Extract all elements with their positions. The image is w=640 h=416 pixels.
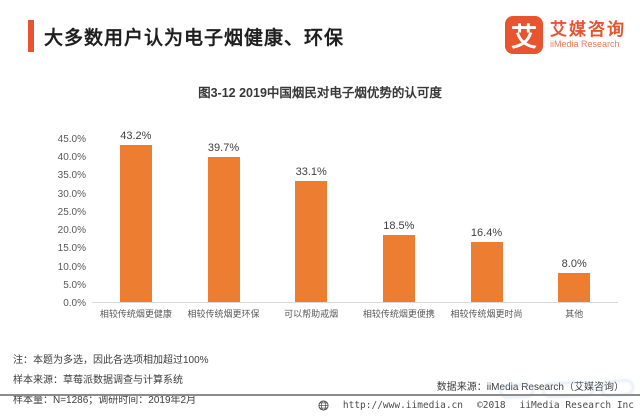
y-tick-label: 20.0% [57, 225, 86, 237]
y-tick-label: 45.0% [57, 134, 86, 145]
brand-logo: 艾 艾媒咨询 iiMedia Research [505, 16, 626, 54]
x-category-label: 相较传统烟更环保 [187, 309, 260, 319]
bar-column: 8.0% [530, 258, 618, 302]
accent-bar [28, 20, 34, 52]
x-category-label: 相较传统烟更便携 [362, 309, 435, 319]
bar [207, 157, 240, 302]
brand-logo-text: 艾媒咨询 iiMedia Research [550, 20, 626, 50]
data-source: 数据来源：iiMedia Research（艾媒咨询） [436, 382, 624, 393]
bar-column: 39.7% [180, 142, 268, 302]
bar-value-label: 16.4% [470, 227, 503, 240]
y-tick-label: 0.0% [63, 298, 86, 309]
plot-area: 43.2% 39.7% 33.1% 18.5% 16.4% 8.0% [92, 128, 618, 303]
x-category-label: 相较传统烟更时尚 [450, 309, 523, 319]
y-tick-label: 40.0% [57, 152, 86, 164]
y-tick-label: 15.0% [57, 243, 86, 255]
bar [382, 234, 415, 302]
footnote-sample-size: 样本量：N=1286；调研时间：2019年2月 [13, 395, 197, 406]
y-axis-ticks: 45.0% 40.0% 35.0% 30.0% 25.0% 20.0% 15.0% 10.0%… [30, 128, 86, 309]
bar-value-label: 43.2% [120, 129, 152, 142]
bar [470, 242, 503, 302]
page-title: 大多数用户认为电子烟健康、环保 [44, 27, 345, 49]
bar-column: 16.4% [443, 227, 531, 302]
brand-logo-icon: 艾 [505, 16, 543, 54]
bar-column: 33.1% [267, 166, 355, 302]
chart-title: 图3-12 2019中国烟民对电子烟优势的认可度 [198, 86, 442, 100]
footer-bar: http://www.iimedia.cn ©2018 iiMedia Rese… [318, 400, 634, 411]
x-category-label: 相较传统烟更健康 [99, 309, 172, 319]
page-header: 大多数用户认为电子烟健康、环保 [28, 20, 344, 52]
y-tick-label: 10.0% [57, 261, 86, 273]
bar-value-label: 18.5% [383, 219, 415, 232]
bar [558, 272, 591, 302]
globe-icon [318, 400, 329, 411]
brand-name-cn: 艾媒咨询 [550, 20, 626, 39]
footer-company: iiMedia Research Inc [519, 400, 634, 411]
x-category-label: 其他 [565, 309, 584, 319]
bar-value-label: 39.7% [207, 142, 240, 155]
y-tick-label: 30.0% [57, 188, 86, 200]
y-tick-label: 35.0% [57, 170, 86, 182]
x-category-label: 可以帮助戒烟 [284, 309, 339, 319]
bar-column: 43.2% [92, 130, 180, 302]
bar [295, 181, 328, 302]
y-tick-label: 25.0% [57, 206, 86, 218]
bar [119, 144, 152, 302]
bar-value-label: 8.0% [561, 257, 587, 270]
footnote-multi-select: 注：本题为多选，因此各选项相加超过100% [13, 355, 209, 366]
footnotes: 注：本题为多选，因此各选项相加超过100% 样本来源：草莓派数据调查与计算系统 … [13, 351, 209, 411]
footer-url[interactable]: http://www.iimedia.cn [342, 400, 463, 411]
footnote-sample-source: 样本来源：草莓派数据调查与计算系统 [13, 375, 183, 386]
brand-name-en: iiMedia Research [550, 39, 620, 49]
bar-chart: 45.0% 40.0% 35.0% 30.0% 25.0% 20.0% 15.0% 10.0%… [30, 128, 618, 328]
y-tick-label: 5.0% [63, 279, 86, 291]
footer-copyright: ©2018 [477, 400, 506, 411]
bar-column: 18.5% [355, 220, 443, 302]
bar-value-label: 33.1% [295, 166, 327, 179]
x-axis-labels: 相较传统烟更健康 相较传统烟更环保 可以帮助戒烟 相较传统烟更便携 相较传统烟更时尚 其他 [92, 307, 618, 320]
footer-divider [0, 394, 640, 396]
